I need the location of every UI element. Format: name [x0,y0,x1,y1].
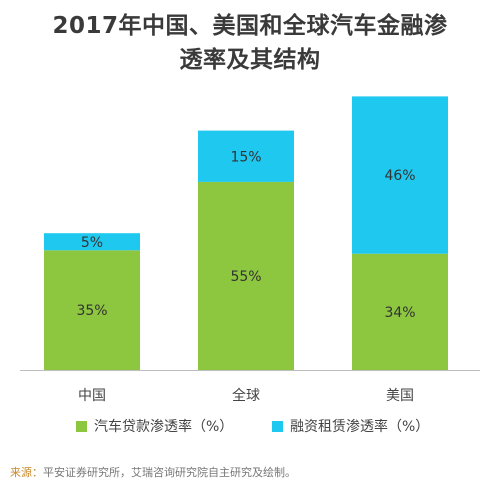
data-label-loan-3: 34% [384,305,415,321]
x-tick-label-2: 全球 [232,387,260,404]
bar-lease-1 [44,233,140,251]
source-note: 来源：平安证券研究所，艾瑞咨询研究院自主研究及绘制。 [10,464,296,480]
bar-loan-2 [198,181,294,370]
data-label-loan-1: 35% [76,303,107,319]
legend-label-lease: 融资租赁渗透率（%） [290,419,430,435]
chart-title-line-2: 透率及其结构 [179,47,321,73]
x-tick-label-1: 中国 [78,388,106,404]
legend-item-lease: 融资租赁渗透率（%） [272,416,429,436]
source-text: 平安证券研究所，艾瑞咨询研究院自主研究及绘制。 [43,466,296,479]
bar-lease-3 [352,96,448,254]
legend-swatch-loan [76,420,87,432]
bar-loan-3 [352,253,448,370]
data-label-loan-2: 55% [230,269,261,285]
legend-label-loan: 汽车贷款渗透率（%） [94,419,234,435]
stacked-bar-chart: 35% 5% 中国 55% 15% 全球 34% 46% 美国 [20,96,480,404]
x-tick-label-3: 美国 [386,388,414,404]
data-label-lease-1: 5% [81,235,103,251]
chart-title-line-1: 2017年中国、美国和全球汽车金融渗 [52,13,448,39]
bar-loan-1 [44,250,140,370]
legend-item-loan: 汽车贷款渗透率（%） [76,416,233,436]
source-lead: 来源： [10,466,43,479]
data-label-lease-3: 46% [384,168,415,184]
legend-swatch-lease [272,420,283,432]
bar-lease-2 [198,130,294,182]
data-label-lease-2: 15% [230,149,261,165]
